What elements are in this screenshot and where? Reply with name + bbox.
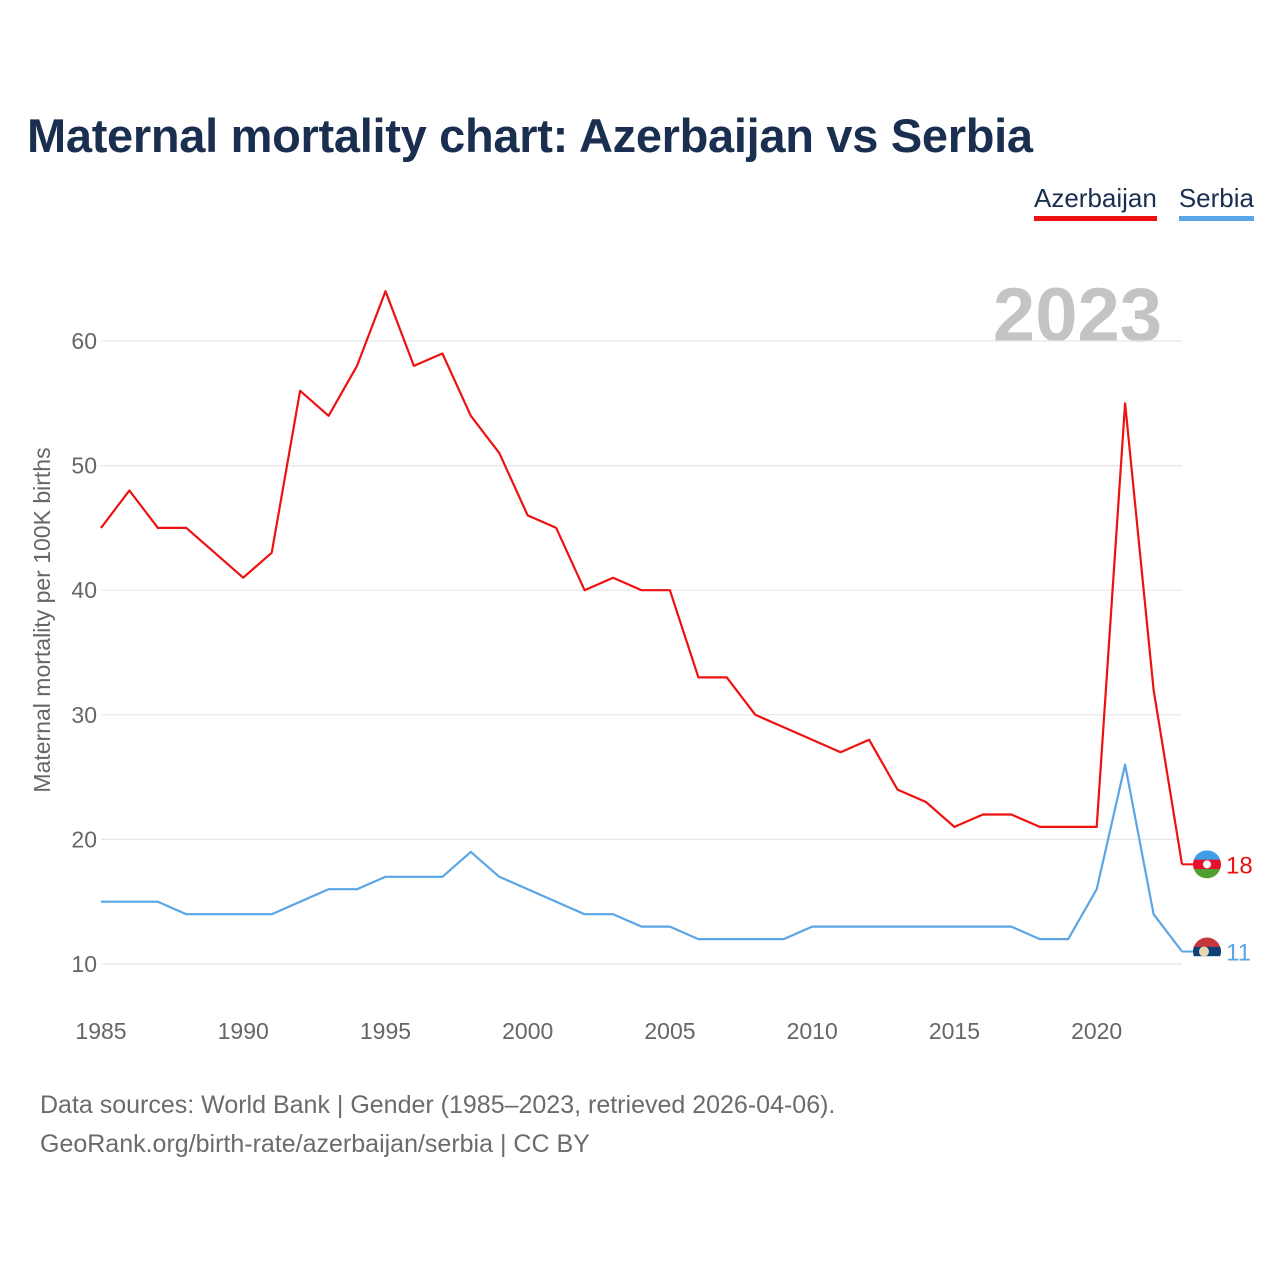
y-tick-label: 30 [71, 702, 97, 728]
credit-link[interactable]: GeoRank.org/birth-rate/azerbaijan/serbia… [40, 1130, 590, 1158]
end-value-label: 18 [1226, 852, 1253, 879]
x-tick-label: 1995 [360, 1018, 411, 1044]
x-tick-label: 2005 [644, 1018, 695, 1044]
x-tick-label: 1985 [75, 1018, 126, 1044]
page-title: Maternal mortality chart: Azerbaijan vs … [27, 109, 1033, 162]
footer: Data sources: World Bank | Gender (1985–… [40, 1086, 835, 1164]
legend-item-serbia[interactable]: Serbia [1178, 183, 1254, 221]
y-tick-label: 10 [71, 951, 97, 977]
x-tick-label: 2010 [787, 1018, 838, 1044]
series-line-serbia [101, 763, 1183, 953]
y-axis-label: Maternal mortality per 100K births [29, 447, 55, 792]
y-tick-label: 20 [71, 826, 97, 852]
series-line-azerbaijan [100, 290, 1184, 865]
data-source-note: Data sources: World Bank | Gender (1985–… [40, 1091, 836, 1119]
y-tick-label: 40 [71, 577, 97, 603]
serbia-flag-icon [1193, 937, 1221, 966]
azerbaijan-flag-icon [1193, 850, 1221, 879]
x-tick-label: 2015 [929, 1018, 980, 1044]
y-tick-label: 50 [71, 453, 97, 479]
line-chart: 10 20 30 40 50 60 1985 1990 1995 2000 2005 2010 2015… [29, 290, 1253, 1044]
x-tick-label: 2000 [502, 1018, 553, 1044]
legend-item-azerbaijan[interactable]: Azerbaijan [1033, 183, 1157, 221]
y-tick-label: 60 [71, 328, 97, 354]
x-tick-label: 2020 [1071, 1018, 1122, 1044]
x-tick-label: 1990 [218, 1018, 269, 1044]
end-value-label: 11 [1226, 940, 1251, 967]
year-stamp: 2023 [992, 273, 1162, 358]
legend: Azerbaijan Serbia [1033, 183, 1254, 221]
